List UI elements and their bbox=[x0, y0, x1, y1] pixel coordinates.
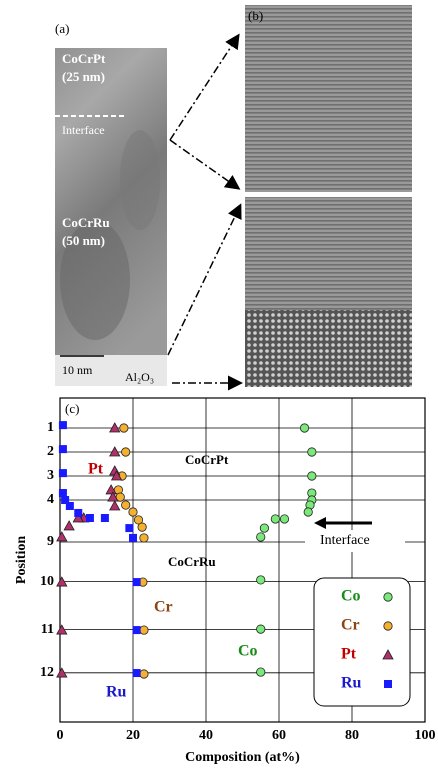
point bbox=[122, 501, 130, 509]
point bbox=[257, 576, 265, 584]
point bbox=[86, 514, 94, 522]
y-tick-label: 1 bbox=[47, 420, 54, 435]
legend-label: Cr bbox=[341, 617, 360, 634]
point bbox=[57, 532, 67, 541]
layer-label: (50 nm) bbox=[62, 233, 105, 248]
point bbox=[59, 489, 67, 497]
y-tick-label: 12 bbox=[40, 665, 54, 680]
point bbox=[271, 515, 279, 523]
legend-label: Ru bbox=[341, 675, 362, 692]
point bbox=[257, 668, 265, 676]
point bbox=[125, 524, 133, 532]
point bbox=[257, 625, 265, 633]
point bbox=[64, 521, 74, 530]
legend-box bbox=[314, 578, 410, 706]
arrows bbox=[168, 36, 240, 383]
point bbox=[59, 469, 67, 477]
point bbox=[129, 534, 137, 542]
legend-marker bbox=[384, 622, 392, 630]
y-tick-label: 9 bbox=[47, 534, 54, 549]
point bbox=[74, 509, 82, 517]
point bbox=[59, 421, 67, 429]
scale-label: 10 nm bbox=[62, 363, 93, 377]
annotation: Ru bbox=[106, 684, 127, 701]
point bbox=[140, 626, 148, 634]
annotation: Cr bbox=[154, 599, 173, 616]
label-bg bbox=[55, 18, 167, 48]
layer-label: CoCrRu bbox=[62, 215, 110, 230]
interface-label: Interface bbox=[62, 123, 105, 137]
y-tick-label: 2 bbox=[47, 444, 54, 459]
point bbox=[280, 515, 288, 523]
page: {"image_labels": {"panel_a": "(a)", "pan… bbox=[0, 0, 438, 769]
point bbox=[120, 424, 128, 432]
legend-label: Pt bbox=[341, 646, 357, 663]
legend-marker bbox=[384, 593, 392, 601]
point bbox=[304, 508, 312, 516]
panel-label: (a) bbox=[55, 21, 69, 36]
point bbox=[300, 424, 308, 432]
x-axis-title: Composition (at%) bbox=[185, 750, 300, 765]
point bbox=[59, 445, 67, 453]
y-axis-title: Position bbox=[14, 536, 29, 584]
panel-label: (b) bbox=[248, 8, 263, 23]
point bbox=[257, 533, 265, 541]
annotation: Co bbox=[238, 643, 258, 660]
y-tick-label: 11 bbox=[41, 622, 54, 637]
substrate-label: Al₂O₃ bbox=[125, 370, 154, 384]
point bbox=[308, 448, 316, 456]
point bbox=[140, 670, 148, 678]
point bbox=[110, 423, 120, 432]
point bbox=[66, 502, 74, 510]
point bbox=[133, 626, 141, 634]
arrow-head bbox=[314, 517, 326, 529]
point bbox=[260, 524, 268, 532]
y-tick-label: 3 bbox=[47, 468, 54, 483]
shade bbox=[120, 130, 160, 230]
x-tick-label: 60 bbox=[272, 728, 286, 743]
layer-label: CoCrPt bbox=[62, 51, 106, 66]
panel-label: (c) bbox=[65, 401, 79, 416]
point bbox=[308, 472, 316, 480]
annotation: CoCrPt bbox=[185, 452, 229, 467]
x-tick-label: 20 bbox=[126, 728, 140, 743]
point bbox=[133, 669, 141, 677]
x-tick-label: 100 bbox=[415, 728, 436, 743]
point bbox=[138, 523, 146, 531]
point bbox=[133, 578, 141, 586]
figure: (a) CoCrPt (25 nm) Interface CoCrRu (50 … bbox=[0, 0, 438, 769]
y-tick-label: 10 bbox=[40, 574, 54, 589]
point bbox=[110, 447, 120, 456]
point bbox=[140, 534, 148, 542]
y-tick-label: 4 bbox=[47, 492, 54, 507]
annotation: Pt bbox=[88, 461, 104, 478]
x-tick-label: 40 bbox=[199, 728, 213, 743]
x-tick-label: 0 bbox=[57, 728, 64, 743]
annotation: CoCrRu bbox=[168, 554, 216, 569]
point bbox=[110, 501, 120, 510]
x-tick-label: 80 bbox=[345, 728, 359, 743]
legend-marker bbox=[384, 680, 392, 688]
tem-image-b-top bbox=[245, 5, 412, 192]
legend-label: Co bbox=[341, 588, 361, 605]
substrate-lattice bbox=[245, 310, 412, 387]
point bbox=[101, 514, 109, 522]
annotation: Interface bbox=[320, 533, 370, 548]
point bbox=[122, 448, 130, 456]
layer-label: (25 nm) bbox=[62, 69, 105, 84]
point bbox=[129, 508, 137, 516]
